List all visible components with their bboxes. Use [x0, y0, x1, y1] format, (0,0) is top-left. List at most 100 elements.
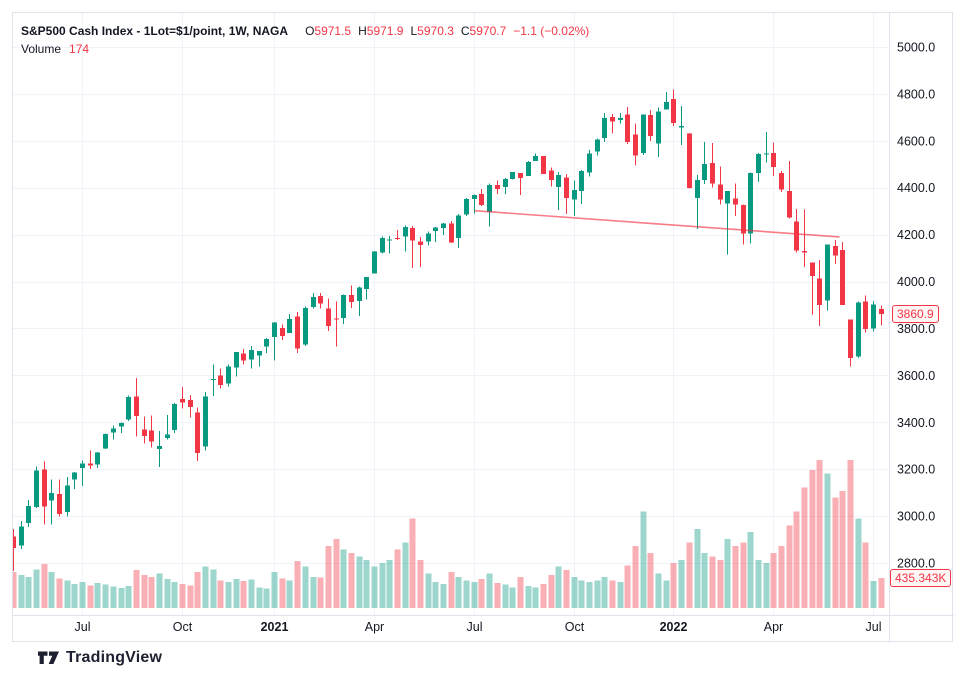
candle-body	[595, 139, 600, 152]
volume-bar	[13, 572, 17, 608]
volume-bar	[141, 574, 148, 608]
candle-body	[241, 353, 246, 361]
candle-body	[387, 239, 392, 241]
candle-body	[157, 446, 162, 450]
time-tick-label: Jul	[75, 620, 91, 634]
candle-body	[249, 349, 254, 360]
candle-body	[487, 184, 492, 213]
grid-lines	[13, 13, 889, 615]
volume-bar	[563, 570, 570, 608]
candle-body	[572, 189, 577, 200]
symbol-title[interactable]: S&P500 Cash Index - 1Lot=$1/point, 1W, N…	[21, 24, 289, 38]
candle-body	[625, 114, 630, 142]
volume-bars	[13, 459, 885, 608]
volume-bar	[302, 566, 309, 608]
axes[interactable]: 5000.0 4800.0 4600.0 4400.0 4200.0 4000.0 3800…	[13, 13, 954, 643]
volume-bar	[525, 585, 532, 608]
candle-body	[479, 194, 484, 205]
symbol-title-row: S&P500 Cash Index - 1Lot=$1/point, 1W, N…	[21, 22, 589, 40]
volume-bar	[118, 588, 125, 608]
volume-bar	[517, 576, 524, 608]
candle-body	[756, 154, 761, 173]
volume-bar	[48, 572, 55, 608]
volume-bar	[79, 581, 86, 608]
last-price-badge: 3860.9	[892, 305, 939, 323]
candle-body	[234, 352, 239, 368]
change-value: −1.1 (−0.02%)	[513, 24, 590, 38]
volume-bar	[402, 542, 409, 608]
candle-body	[579, 171, 584, 192]
volume-label[interactable]: Volume	[21, 42, 62, 56]
candle-body	[203, 396, 208, 447]
price-chart-canvas[interactable]: 5000.0 4800.0 4600.0 4400.0 4200.0 4000.0 3800…	[13, 13, 954, 643]
volume-bar	[548, 574, 555, 608]
volume-bar	[164, 579, 171, 608]
volume-bar	[187, 585, 194, 608]
volume-bar	[571, 576, 578, 608]
price-tick-label: 3200.0	[897, 463, 935, 477]
volume-bar	[839, 490, 846, 608]
candle-body	[679, 126, 684, 128]
trendline-layer[interactable]	[474, 209, 840, 238]
price-tick-label: 4400.0	[897, 181, 935, 195]
candle-body	[34, 470, 39, 508]
volume-bar	[202, 566, 209, 608]
volume-bar	[133, 570, 140, 608]
candle-body	[464, 198, 469, 215]
candle-body	[633, 134, 638, 156]
trendline[interactable]	[474, 209, 840, 238]
candle-body	[541, 156, 546, 174]
candle-body	[456, 215, 461, 239]
candle-body	[149, 430, 154, 442]
candle-body	[287, 318, 292, 333]
volume-bar	[532, 587, 539, 608]
candle-body	[349, 295, 354, 302]
volume-bar	[486, 573, 493, 608]
candle-body	[42, 469, 47, 507]
volume-bar	[471, 581, 478, 608]
volume-bar	[709, 556, 716, 608]
volume-bar	[617, 581, 624, 608]
volume-bar	[724, 539, 731, 608]
candle-body	[449, 223, 454, 243]
volume-bar	[417, 559, 424, 608]
tradingview-logo[interactable]: TradingView	[38, 649, 162, 667]
candle-body	[272, 322, 277, 337]
volume-bar	[87, 585, 94, 608]
volume-bar	[25, 576, 32, 608]
candle-body	[664, 101, 669, 110]
candle-body	[172, 404, 177, 431]
symbol-header: S&P500 Cash Index - 1Lot=$1/point, 1W, N…	[21, 22, 589, 58]
candle-body	[264, 338, 269, 347]
candle-body	[364, 276, 369, 289]
volume-bar	[294, 561, 301, 608]
candle-body	[403, 226, 408, 237]
price-tick-label: 4000.0	[897, 275, 935, 289]
candle-body	[741, 204, 746, 234]
volume-bar	[448, 572, 455, 608]
volume-bar	[624, 565, 631, 608]
candle-body	[802, 251, 807, 253]
candle-body	[702, 164, 707, 181]
candle-body	[725, 191, 730, 204]
volume-bar	[824, 473, 831, 608]
volume-bar	[56, 578, 63, 608]
volume-bar	[271, 572, 278, 608]
volume-bar	[340, 549, 347, 608]
volume-bar	[256, 587, 263, 608]
candle-body	[95, 452, 100, 465]
volume-bar	[540, 583, 547, 608]
price-tick-label: 5000.0	[897, 41, 935, 55]
volume-bar	[41, 563, 48, 608]
candle-body	[326, 308, 331, 326]
volume-bar	[878, 578, 885, 608]
candle-body	[410, 227, 415, 241]
candle-body	[211, 378, 216, 380]
volume-bar	[502, 584, 509, 608]
volume-bar	[670, 563, 677, 608]
close-key: C	[460, 24, 470, 38]
time-tick-label: 2021	[261, 620, 289, 634]
candle-body	[111, 428, 116, 433]
candle-body	[80, 463, 85, 468]
candle-body	[510, 171, 515, 180]
